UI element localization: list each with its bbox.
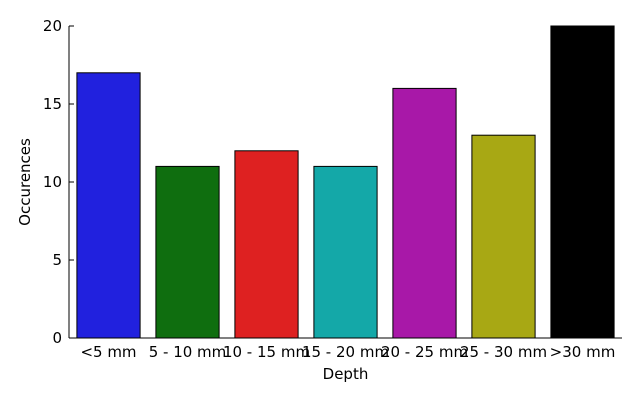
x-tick-label: 15 - 20 mm <box>302 343 389 361</box>
bars-group <box>76 25 615 339</box>
x-tick-label: >30 mm <box>550 343 616 361</box>
x-tick-label: 20 - 25 mm <box>381 343 468 361</box>
x-tick-label: 10 - 15 mm <box>223 343 310 361</box>
y-tick-label: 10 <box>43 173 62 191</box>
y-ticks-group: 0 5 10 15 20 <box>43 17 74 347</box>
bar <box>76 72 141 339</box>
y-tick-label: 15 <box>43 95 62 113</box>
bar <box>392 87 457 339</box>
bar <box>155 165 220 339</box>
y-tick-label: 0 <box>52 329 62 347</box>
x-axis-label: Depth <box>323 365 369 383</box>
x-tick-label: 5 - 10 mm <box>149 343 227 361</box>
x-tick-label: <5 mm <box>80 343 136 361</box>
y-tick-label: 5 <box>52 251 62 269</box>
y-axis-label: Occurences <box>16 138 34 226</box>
bar <box>313 165 378 339</box>
y-tick-label: 20 <box>43 17 62 35</box>
bar <box>234 150 299 339</box>
bar <box>471 134 536 339</box>
x-tick-label: 25 - 30 mm <box>460 343 547 361</box>
bar <box>550 25 615 339</box>
